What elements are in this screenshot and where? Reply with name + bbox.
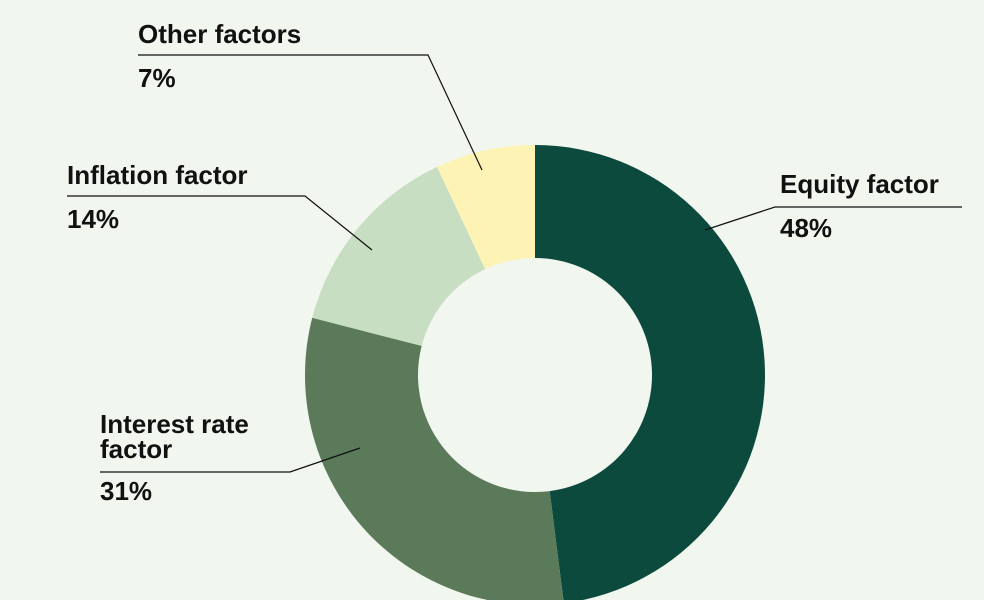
donut-slice [312,166,486,346]
category-name: Other factors [138,19,302,49]
slice-label: Interest rate factor 31% [100,409,300,506]
value-label: 48% [780,213,833,243]
value-label: 7% [138,63,176,93]
leader-line [100,447,361,473]
category-name: Interest rate factor [100,409,249,464]
leader-line [704,206,962,231]
leader-line [67,195,373,251]
value-label: 14% [67,204,120,234]
leader-line [138,54,483,171]
value-label: 31% [100,476,153,506]
slice-label: Other factors 7% [138,19,302,93]
donut-slice [437,145,535,270]
donut-slice [305,317,564,600]
category-name: Inflation factor [67,160,248,190]
slice-label: Inflation factor 14% [67,160,248,234]
category-name: Equity factor [780,169,939,199]
donut-slice [535,145,765,600]
slice-label: Equity factor 48% [780,169,939,243]
